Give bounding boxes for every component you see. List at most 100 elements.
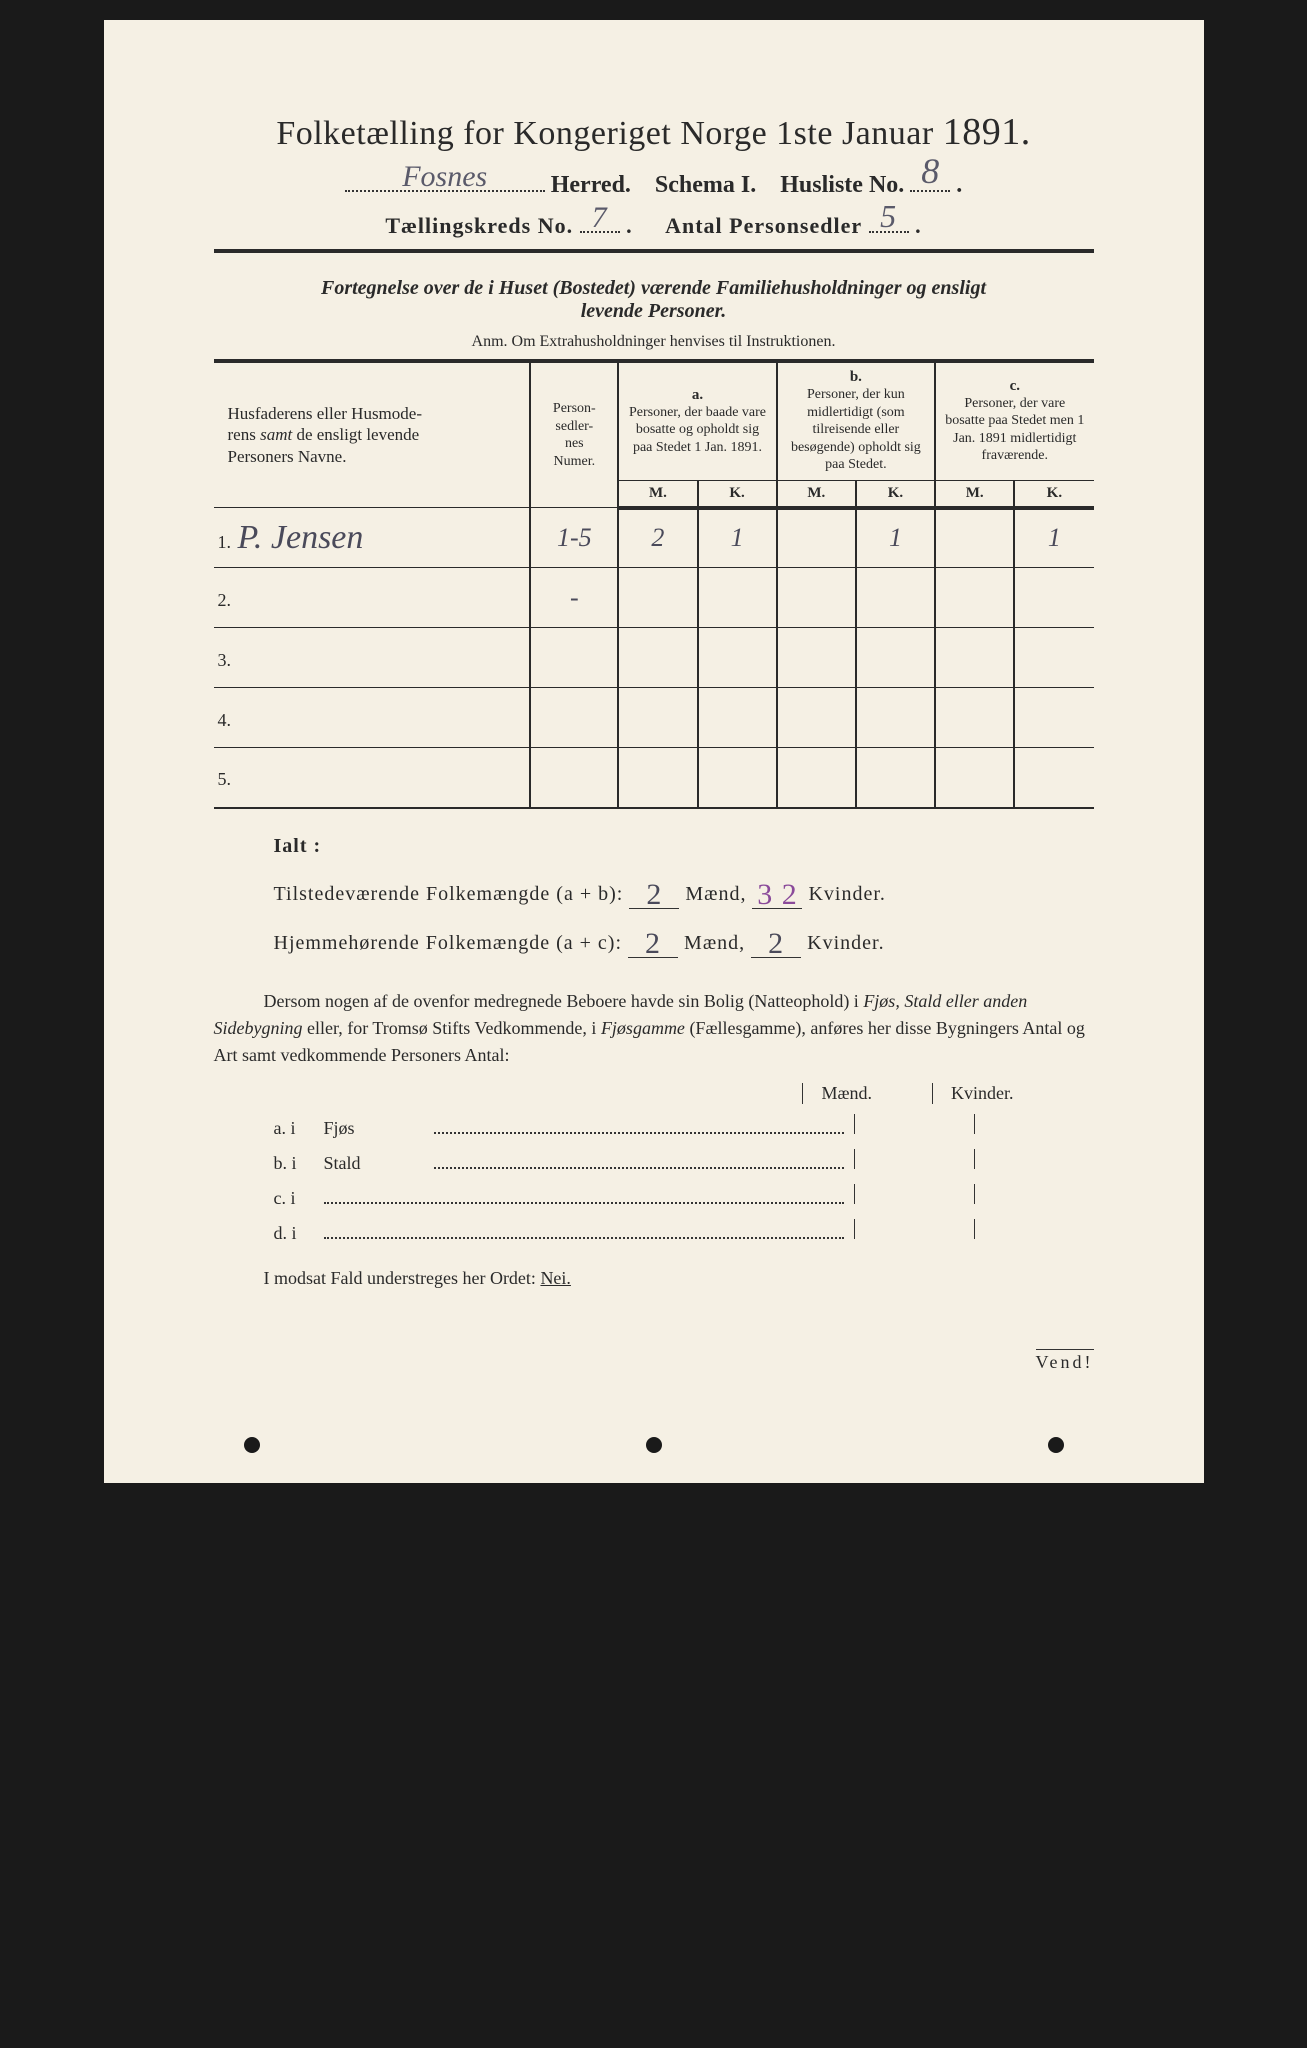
building-m-cell [854, 1219, 974, 1239]
table-row: 5. [214, 748, 1094, 808]
building-maend-label: Mænd. [802, 1083, 872, 1104]
col-b-m: M. [777, 480, 856, 508]
building-row: d. i [274, 1219, 1094, 1244]
building-row-label: a. i [274, 1118, 324, 1139]
col2-a: Person- [553, 401, 596, 416]
col2-b: sedler- [555, 419, 593, 434]
ck-cell [1014, 748, 1093, 808]
name-cell: 3. [214, 628, 531, 688]
census-form-page: Folketælling for Kongeriget Norge 1ste J… [104, 20, 1204, 1483]
hjemme-k-field: 2 [751, 923, 801, 958]
kreds-line: Tællingskreds No. 7 . Antal Personsedler… [214, 213, 1094, 239]
col-name-header: Husfaderens eller Husmode- rens samt de … [214, 361, 531, 508]
am-cell [618, 568, 697, 628]
tilstede-k-field: 3 2 [752, 874, 802, 909]
kreds-value: 7 [580, 201, 620, 235]
husliste-label: Husliste No. [780, 172, 904, 198]
psn-cell [530, 748, 618, 808]
ak-cell [698, 628, 777, 688]
col1-header-a: Husfaderens eller Husmode- [228, 404, 423, 423]
am-cell: 2 [618, 508, 697, 568]
building-row-name: Stald [324, 1153, 424, 1174]
psn-cell [530, 628, 618, 688]
vend-label: Vend! [1036, 1349, 1094, 1373]
col-a-k: K. [698, 480, 777, 508]
building-paragraph: Dersom nogen af de ovenfor medregnede Be… [214, 988, 1094, 1069]
bm-cell [777, 568, 856, 628]
col-a-header: a. Personer, der baade vare bosatte og o… [618, 361, 776, 480]
col-a-text: Personer, der baade vare bosatte og opho… [627, 404, 767, 457]
col-b-header: b. Personer, der kun midlertidigt (som t… [777, 361, 935, 480]
building-row: a. i Fjøs [274, 1114, 1094, 1139]
row-num: 1. [218, 532, 232, 552]
tilstede-m: 2 [646, 878, 662, 911]
building-kvinder-label: Kvinder. [932, 1083, 1014, 1104]
nei-text: I modsat Fald understreges her Ordet: [264, 1268, 536, 1288]
bk-cell [856, 688, 935, 748]
name-cell: 4. [214, 688, 531, 748]
psn-cell: 1-5 [530, 508, 618, 568]
building-dots [434, 1155, 844, 1169]
row-name: P. Jensen [238, 519, 364, 556]
hjemme-m-field: 2 [628, 923, 678, 958]
row-num: 3. [218, 650, 232, 670]
bk-cell: 1 [856, 508, 935, 568]
bm-cell [777, 508, 856, 568]
ck-cell [1014, 688, 1093, 748]
col1-header-c: Personers Navne. [228, 447, 347, 466]
fortegnelse-line2: levende Personer. [581, 300, 727, 322]
binding-hole-icon [646, 1437, 662, 1453]
cm-cell [935, 748, 1014, 808]
husliste-period: . [956, 172, 962, 198]
cm-cell [935, 688, 1014, 748]
building-k-cell [974, 1219, 1094, 1239]
fortegnelse-heading: Fortegnelse over de i Huset (Bostedet) v… [214, 277, 1094, 323]
antal-value: 5 [869, 198, 909, 235]
col-b-text: Personer, der kun midlertidigt (som tilr… [786, 386, 926, 474]
ak-cell: 1 [698, 508, 777, 568]
building-mk-header: Mænd. Kvinder. [214, 1083, 1094, 1104]
col-a-m: M. [618, 480, 697, 508]
tilstede-label: Tilstedeværende Folkemængde (a + b): [274, 883, 624, 905]
antal-period: . [915, 213, 922, 238]
col-c-text: Personer, der vare bosatte paa Stedet me… [944, 395, 1085, 465]
psn-value: 1-5 [557, 523, 592, 552]
col2-c: nes [565, 436, 584, 451]
fortegnelse-line1: Fortegnelse over de i Huset (Bostedet) v… [321, 277, 986, 299]
name-cell: 5. [214, 748, 531, 808]
col-numer-header: Person- sedler- nes Numer. [530, 361, 618, 508]
cm-cell [935, 568, 1014, 628]
husliste-value: 8 [910, 150, 950, 192]
schema-label: Schema I. [655, 172, 756, 198]
ak-cell [698, 568, 777, 628]
hjemme-line: Hjemmehørende Folkemængde (a + c): 2 Mæn… [274, 923, 1094, 958]
ck-value: 1 [1048, 523, 1061, 552]
bk-cell [856, 628, 935, 688]
row-num: 4. [218, 710, 232, 730]
building-row-name: Fjøs [324, 1118, 424, 1139]
row-num: 2. [218, 590, 232, 610]
am-value: 2 [651, 523, 664, 552]
husliste-field: 8 [910, 190, 950, 192]
building-m-cell [854, 1149, 974, 1169]
col-c-k: K. [1014, 480, 1093, 508]
am-cell [618, 688, 697, 748]
bm-cell [777, 688, 856, 748]
row-num: 5. [218, 769, 232, 789]
ck-cell: 1 [1014, 508, 1093, 568]
building-list: a. i Fjøs b. i Stald c. i d. i [274, 1114, 1094, 1244]
bk-cell [856, 568, 935, 628]
building-dots [324, 1190, 844, 1204]
kvinder-label-2: Kvinder. [807, 932, 884, 954]
ck-cell [1014, 568, 1093, 628]
bm-cell [777, 748, 856, 808]
col-b-k: K. [856, 480, 935, 508]
title-text: Folketælling for Kongeriget Norge 1ste J… [276, 115, 933, 152]
building-row: b. i Stald [274, 1149, 1094, 1174]
hjemme-k: 2 [768, 927, 784, 960]
col-a-label: a. [627, 387, 767, 404]
psn-cell: - [530, 568, 618, 628]
antal-field: 5 [869, 231, 909, 233]
building-row-label: c. i [274, 1188, 324, 1209]
kvinder-label: Kvinder. [808, 883, 885, 905]
